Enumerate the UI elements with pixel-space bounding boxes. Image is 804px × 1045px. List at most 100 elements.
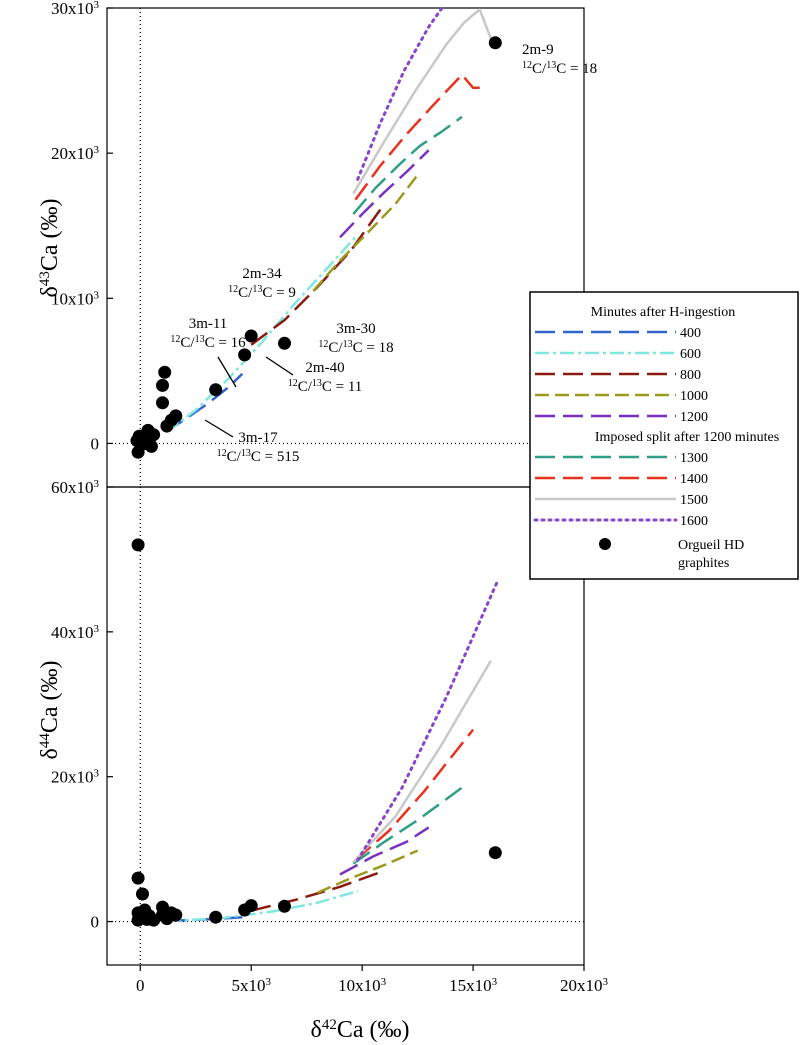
top-scatter-group bbox=[130, 36, 502, 459]
ratio-sup-a: 12 bbox=[522, 60, 532, 71]
legend-label-400: 400 bbox=[680, 326, 701, 341]
bottom-data-point-15 bbox=[169, 908, 183, 922]
top-series-1000 bbox=[312, 174, 419, 292]
bottom-x-tick-label-4-base: 20x10 bbox=[560, 976, 603, 995]
top-y-tick-label-3-sup: 3 bbox=[94, 0, 100, 11]
bottom-x-tick-label-3-sup: 3 bbox=[492, 976, 498, 988]
ratio-sup-a: 12 bbox=[318, 339, 328, 350]
top-data-point-21 bbox=[278, 336, 291, 350]
ratio-part-b: C = 18 bbox=[556, 61, 597, 77]
top-y-tick-label-3-base: 30x10 bbox=[51, 0, 94, 18]
ratio-sup-a: 12 bbox=[228, 284, 238, 295]
ratio-sup-a: 12 bbox=[170, 334, 180, 345]
bottom-series-1000 bbox=[317, 849, 419, 894]
bottom-y-tick-label-3-sup: 3 bbox=[94, 478, 100, 490]
bottom-data-point-16 bbox=[209, 910, 223, 924]
top-data-point-13 bbox=[156, 396, 169, 410]
top-y-tick-label-3: 30x103 bbox=[51, 0, 100, 18]
top-data-point-19 bbox=[238, 348, 252, 362]
top-data-point-14 bbox=[158, 365, 172, 379]
bottom-data-point-0 bbox=[131, 538, 145, 552]
bottom-y-axis-title: δ44Ca (‰) bbox=[37, 661, 63, 760]
bottom-x-tick-label-2-base: 10x10 bbox=[338, 976, 381, 995]
legend-label-1400: 1400 bbox=[680, 472, 708, 487]
bottom-data-point-1 bbox=[131, 871, 145, 885]
ratio-sup-a: 12 bbox=[217, 448, 227, 459]
ratio-part-a: C/ bbox=[532, 61, 547, 77]
x-axis-title: δ42Ca (‰) bbox=[311, 1017, 410, 1043]
top-y-axis-title: δ43Ca (‰) bbox=[37, 199, 63, 298]
legend-marker-label-line1: Orgueil HD bbox=[678, 538, 744, 553]
bottom-y-tick-label-1-sup: 3 bbox=[94, 768, 100, 780]
legend: Minutes after H-ingestion 400 600 800 1000 1… bbox=[529, 291, 799, 580]
legend-title: Minutes after H-ingestion bbox=[591, 305, 736, 320]
annotation-3-name: 3m-30 bbox=[336, 321, 375, 337]
legend-group-2: 1300 1400 1500 1600 bbox=[533, 451, 708, 529]
bottom-plot-frame bbox=[106, 486, 585, 966]
top-series-400 bbox=[139, 372, 244, 445]
bottom-x-tick-label-1-base: 5x10 bbox=[231, 976, 265, 995]
bottom-data-point-19 bbox=[278, 899, 291, 913]
top-y-tick-label-2-base: 20x10 bbox=[51, 144, 94, 163]
bottom-series-800 bbox=[250, 869, 385, 912]
bottom-y-tick-label-2: 40x103 bbox=[51, 623, 100, 642]
bottom-x-tick-label-3-base: 15x10 bbox=[449, 976, 492, 995]
legend-marker-label-line2: graphites bbox=[678, 556, 729, 571]
bottom-y-tick-label-1-base: 20x10 bbox=[51, 768, 94, 787]
top-series-1400 bbox=[354, 73, 482, 201]
top-y-tick-label-2: 20x103 bbox=[51, 144, 100, 163]
bottom-y-tick-label-0-base: 0 bbox=[91, 913, 100, 932]
bottom-x-tick-label-1-sup: 3 bbox=[265, 976, 271, 988]
bottom-y-tick-label-0: 0 bbox=[91, 913, 100, 932]
ratio-part-b: C = 11 bbox=[322, 379, 362, 395]
legend-box bbox=[529, 291, 799, 580]
annotation-1-ratio: 12C/13C = 9 bbox=[228, 284, 296, 302]
bottom-y-tick-label-2-sup: 3 bbox=[94, 623, 100, 635]
ratio-sup-b: 13 bbox=[312, 378, 322, 389]
annotation-2-name: 3m-11 bbox=[189, 316, 228, 332]
bottom-scatter-group bbox=[131, 538, 502, 927]
top-data-point-9 bbox=[147, 428, 161, 442]
ratio-part-b: C = 18 bbox=[353, 340, 394, 356]
leader-3m-17 bbox=[204, 419, 234, 438]
top-y-tick-label-0: 0 bbox=[91, 434, 100, 453]
legend-label-800: 800 bbox=[680, 368, 701, 383]
bottom-data-point-10 bbox=[131, 913, 145, 927]
top-series-group bbox=[139, 6, 498, 445]
top-data-point-20 bbox=[244, 329, 258, 343]
bottom-x-tick-label-2-sup: 3 bbox=[381, 976, 387, 988]
legend-group-1: 400 600 800 1000 1200 bbox=[535, 326, 708, 425]
bottom-y-tick-label-1: 20x103 bbox=[51, 768, 100, 787]
ratio-part-b: C = 9 bbox=[262, 285, 295, 301]
annotation-2-ratio: 12C/13C = 16 bbox=[170, 334, 246, 352]
bottom-data-point-18 bbox=[244, 899, 258, 913]
bottom-zero-lines bbox=[107, 487, 584, 965]
top-series-1500 bbox=[352, 8, 498, 195]
top-series-1600 bbox=[356, 6, 444, 181]
bottom-x-tick-label-4: 20x103 bbox=[560, 976, 609, 995]
bottom-y-tick-label-2-base: 40x10 bbox=[51, 623, 94, 642]
legend-marker bbox=[599, 538, 611, 550]
bottom-series-1300 bbox=[352, 786, 463, 865]
ratio-sup-b: 13 bbox=[343, 339, 353, 350]
annotation-5-name: 3m-17 bbox=[238, 430, 278, 446]
bottom-y-tick-label-3-base: 60x10 bbox=[51, 478, 94, 497]
top-y-tick-label-2-sup: 3 bbox=[94, 144, 100, 156]
bottom-x-tick-label-2: 10x103 bbox=[338, 976, 387, 995]
leader-2m-40 bbox=[265, 356, 294, 376]
top-series-1200 bbox=[339, 149, 430, 239]
legend-label-1500: 1500 bbox=[680, 493, 708, 508]
top-data-point-11 bbox=[132, 429, 146, 443]
ratio-sup-a: 12 bbox=[288, 378, 298, 389]
top-y-tick-label-1: 10x103 bbox=[51, 289, 100, 308]
ratio-sup-b: 13 bbox=[195, 334, 205, 345]
ratio-part-a: C/ bbox=[298, 379, 313, 395]
ratio-part-b: C = 515 bbox=[251, 449, 299, 465]
top-series-600 bbox=[166, 233, 359, 433]
top-annotation-leaders bbox=[204, 356, 294, 438]
annotation-0-name: 2m-9 bbox=[522, 42, 554, 58]
annotation-5-ratio: 12C/13C = 515 bbox=[217, 448, 300, 466]
bottom-x-ticks: 0 5x103 10x103 15x103 20x103 bbox=[136, 965, 609, 995]
